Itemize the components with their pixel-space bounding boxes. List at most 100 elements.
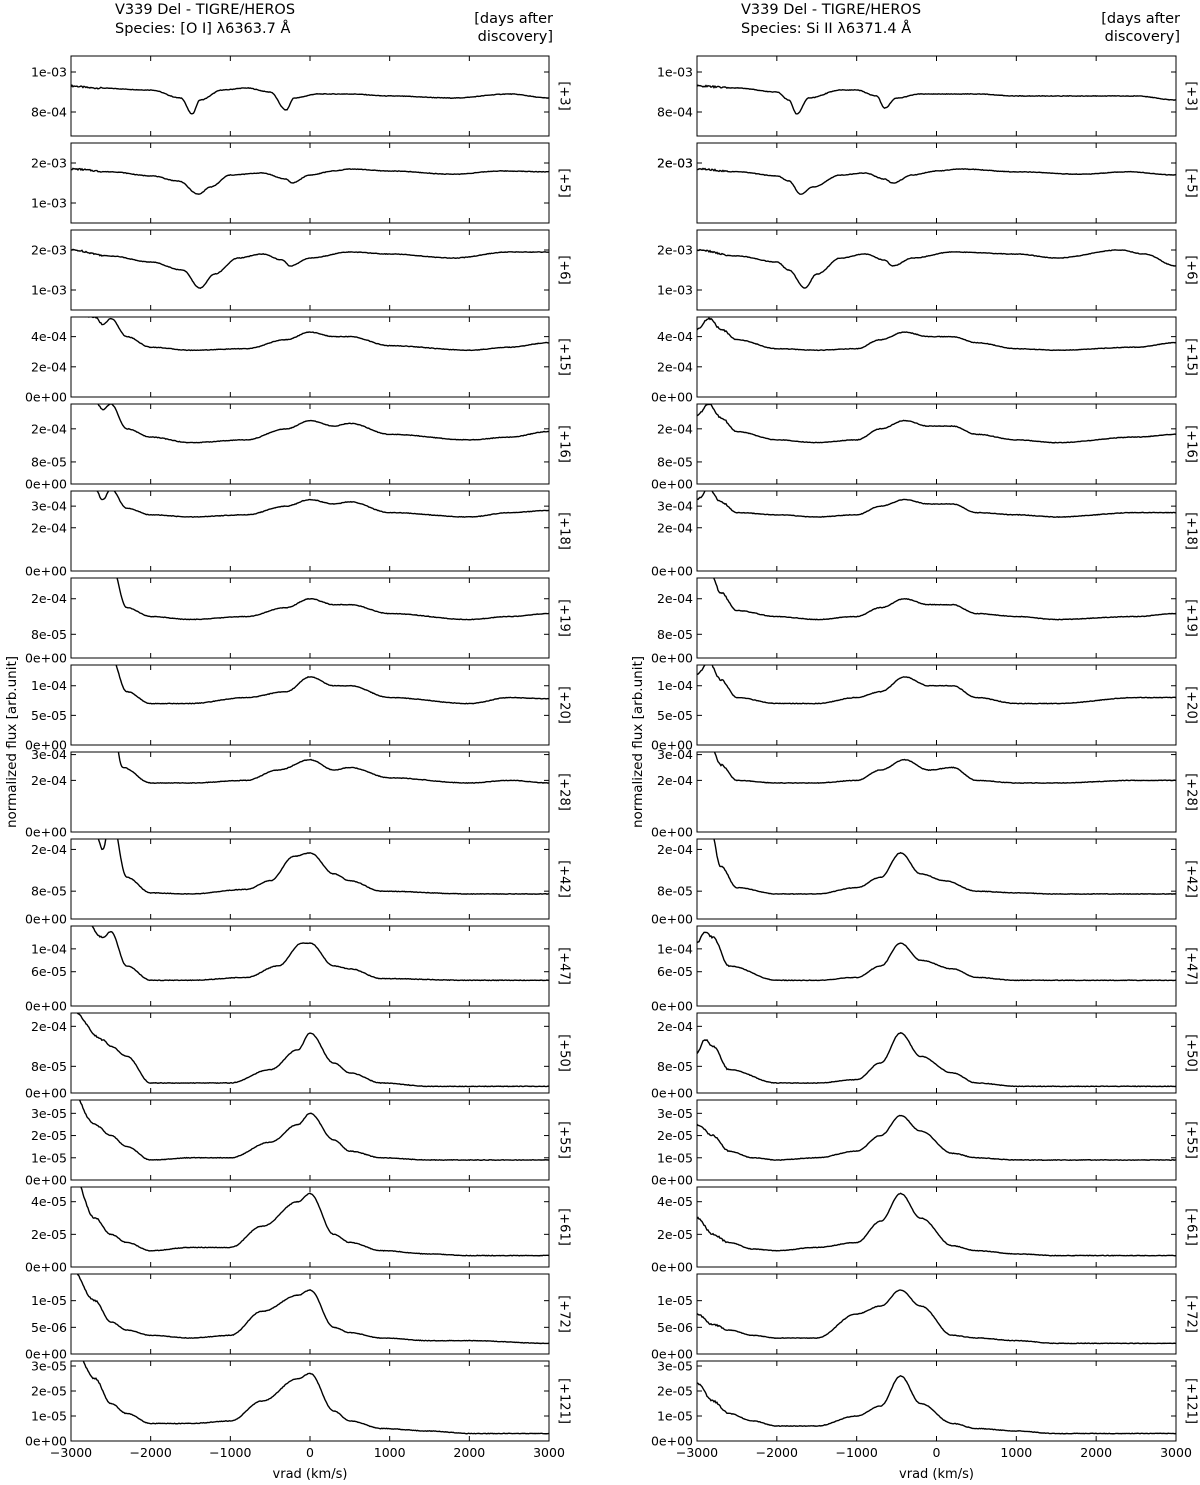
y-axis-label: normalized flux [arb.unit] [4,656,20,828]
spectrum-line [697,1289,1176,1345]
panel-frame [696,1012,1177,1094]
y-tick-label: 4e-04 [657,329,693,344]
day-label: [+42] [1184,860,1199,898]
y-tick-label: 8e-05 [31,454,67,469]
panel-frame [70,229,550,311]
spectrum-panel-dd121d: 0e+00 1e-05 2e-05 3e-05 [+121] [651,1359,1199,1449]
left-figure-title: V339 Del - TIGRE/HEROS [115,2,296,18]
panel-frame [70,490,550,572]
y-tick-label: 2e-03 [657,156,693,171]
day-label: [+3] [557,81,572,110]
y-tick-label: 2e-04 [31,842,67,857]
y-tick-label: 0e+00 [651,477,693,492]
panel-frame [70,403,550,485]
y-tick-label: 8e-05 [31,1059,67,1074]
spectrum-panel-dd55d: 0e+00 1e-05 2e-05 3e-05 [+55] [25,1099,572,1188]
panel-frame [70,925,550,1007]
y-tick-label: 2e-04 [657,520,693,535]
spectrum-panel-dd6d: 1e-03 2e-03 [+6] [31,229,572,311]
day-label: [+16] [1184,425,1199,463]
spectrum-panel-dd3d: 8e-04 1e-03 [+3] [31,55,572,137]
panel-frame [70,316,550,398]
x-tick-label: 2000 [453,1445,485,1460]
y-tick-label: 0e+00 [25,1173,67,1188]
spectrum-panel-dd28d: 0e+00 2e-04 3e-04 [+28] [25,747,572,839]
y-tick-label: 1e-05 [31,1409,67,1424]
spectrum-panel-dd3d: 8e-04 1e-03 [+3] [657,55,1199,137]
y-tick-label: 2e-05 [31,1384,67,1399]
spectrum-panel-dd15d: 0e+00 2e-04 4e-04 [+15] [25,316,572,405]
spectrum-line [116,578,549,621]
x-tick-label: −1000 [209,1445,251,1460]
y-tick-label: 4e-05 [31,1194,67,1209]
y-tick-label: 8e-05 [657,454,693,469]
left-spectra-column: 8e-04 1e-03 [+3] 1e-03 2e-03 [+5] 1e-03 2e-03 [+… [4,55,572,1482]
day-label: [+28] [557,773,572,811]
spectrum-line [697,665,1176,705]
spectrum-line [91,926,549,982]
y-tick-label: 6e-05 [657,964,693,979]
panel-frame [696,1360,1177,1442]
day-label: [+18] [557,512,572,550]
spectrum-line [697,931,1176,982]
day-label: [+18] [1184,512,1199,550]
y-tick-label: 2e-04 [657,591,693,606]
x-tick-label: −3000 [50,1445,92,1460]
spectrum-panel-dd72d: 0e+00 5e-06 1e-05 [+72] [651,1273,1199,1362]
y-tick-label: 0e+00 [651,1173,693,1188]
right-days-header-line1: [days after [1101,11,1180,27]
panel-frame [696,1099,1177,1181]
y-tick-label: 2e-04 [31,591,67,606]
spectrum-line [713,578,1176,621]
day-label: [+50] [557,1034,572,1072]
y-tick-label: 1e-03 [31,196,67,211]
panel-frame [696,490,1177,572]
spectrum-line [697,317,1176,352]
y-tick-label: 0e+00 [651,1260,693,1275]
y-tick-label: 3e-05 [31,1106,67,1121]
day-label: [+19] [1184,599,1199,637]
panel-frame [696,925,1177,1007]
day-label: [+121] [557,1378,572,1424]
x-axis-label: vrad (km/s) [273,1467,348,1482]
spectrum-line [115,665,549,705]
y-tick-label: 3e-04 [657,499,693,514]
y-tick-label: 0e+00 [651,912,693,927]
x-tick-label: 1000 [374,1445,406,1460]
y-tick-label: 2e-04 [31,773,67,788]
day-label: [+5] [557,168,572,197]
day-label: [+42] [557,860,572,898]
left-days-header-line1: [days after [474,11,553,27]
panel-frame [70,751,550,833]
spectrum-line [697,491,1176,518]
spectrum-panel-dd42d: 0e+00 8e-05 2e-04 [+42] [651,838,1199,927]
spectrum-panel-dd20d: 0e+00 5e-05 1e-04 [+20] [25,664,572,753]
x-tick-label: 3000 [1160,1445,1192,1460]
y-tick-label: 1e-05 [657,1293,693,1308]
right-days-header-line2: discovery] [1104,29,1180,45]
spectrum-line [82,1361,549,1435]
y-tick-label: 6e-05 [31,964,67,979]
y-tick-label: 3e-04 [657,747,693,762]
spectrum-panel-dd16d: 0e+00 8e-05 2e-04 [+16] [651,403,1199,492]
y-axis-label: normalized flux [arb.unit] [630,656,646,828]
y-tick-label: 2e-05 [657,1227,693,1242]
day-label: [+72] [1184,1295,1199,1333]
day-label: [+72] [557,1295,572,1333]
spectrum-panel-dd121d: 0e+00 1e-05 2e-05 3e-05 [+121] [25,1359,572,1449]
day-label: [+19] [557,599,572,637]
y-tick-label: 2e-05 [31,1227,67,1242]
y-tick-label: 5e-06 [31,1320,67,1335]
y-tick-label: 2e-03 [31,243,67,258]
day-label: [+47] [1184,947,1199,985]
y-tick-label: 1e-05 [657,1150,693,1165]
day-label: [+5] [1184,168,1199,197]
y-tick-label: 8e-05 [657,627,693,642]
y-tick-label: 1e-04 [657,678,693,693]
y-tick-label: 3e-05 [31,1359,67,1374]
panel-frame [696,1273,1177,1355]
y-tick-label: 2e-04 [657,359,693,374]
spectrum-line [697,248,1176,289]
panel-frame [696,142,1177,224]
y-tick-label: 8e-05 [31,627,67,642]
